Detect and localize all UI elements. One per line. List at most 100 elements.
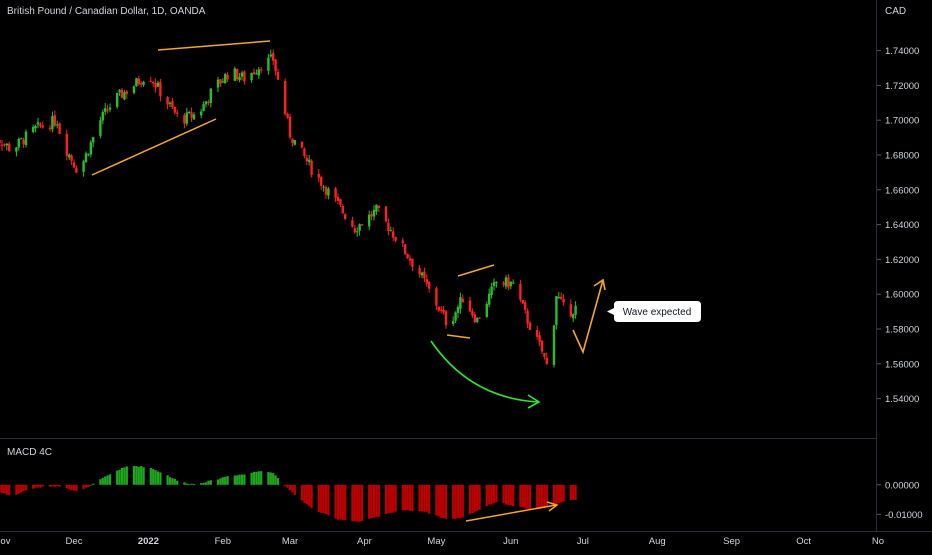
macd-bar — [339, 484, 342, 520]
macd-bar — [545, 484, 548, 508]
candle — [176, 109, 179, 117]
macd-bar — [368, 484, 371, 519]
time-tick-label: No — [872, 536, 884, 547]
macd-bar — [320, 484, 323, 513]
macd-bar — [358, 484, 361, 522]
candle — [250, 72, 253, 83]
candle — [267, 53, 270, 75]
candle — [173, 106, 176, 115]
candle — [411, 258, 414, 272]
candle — [512, 279, 515, 285]
curved-arrow[interactable] — [430, 340, 539, 403]
macd-bar — [408, 484, 412, 511]
candle — [99, 116, 102, 139]
candle — [334, 186, 337, 203]
price-axis[interactable]: CAD 1.74000 1.72000 1.70000 1.68000 1.66000 1… — [877, 6, 919, 405]
time-tick-label: May — [427, 536, 445, 547]
candle — [3, 143, 6, 147]
candle — [521, 299, 524, 305]
candle — [166, 96, 169, 110]
trendline-upper-2[interactable] — [457, 264, 495, 277]
macd-bar — [540, 484, 544, 509]
time-axis[interactable]: Nov Dec 2022 Feb Mar Apr May Jun Jul Aug Sep Oct No — [0, 536, 884, 547]
macd-axis[interactable]: 0.00000 -0.01000 — [877, 480, 923, 521]
candle — [56, 120, 59, 129]
macd-bar — [116, 470, 119, 485]
candle — [288, 113, 292, 140]
candle — [528, 320, 532, 331]
macd-bar — [423, 484, 426, 512]
candle — [368, 210, 371, 231]
macd-bar — [72, 484, 76, 491]
macd-bar — [236, 475, 239, 485]
time-tick-label: Jun — [503, 536, 518, 547]
macd-bar — [188, 483, 191, 485]
macd-bar — [233, 475, 236, 485]
candle — [476, 316, 479, 324]
macd-bar — [504, 484, 508, 505]
macd-bar — [456, 484, 460, 518]
macd-bar — [135, 466, 138, 485]
candle — [562, 294, 565, 306]
candle — [5, 142, 8, 151]
time-tick-label: Apr — [357, 536, 372, 547]
macd-bar — [478, 484, 481, 510]
macd-bar — [387, 484, 390, 514]
time-tick-label: Oct — [796, 536, 811, 547]
candle — [569, 299, 572, 318]
candle — [168, 101, 172, 107]
trendline-lower-1[interactable] — [91, 118, 217, 176]
macd-bar — [284, 484, 287, 487]
candle — [75, 165, 78, 173]
candle — [36, 117, 40, 129]
macd-bar — [468, 484, 472, 515]
candle — [485, 301, 488, 318]
price-tick-label: 1.74000 — [885, 46, 919, 57]
wave-projection-arrowhead — [593, 278, 606, 291]
candle — [538, 331, 541, 347]
macd-bar — [459, 484, 462, 519]
macd-bar — [572, 484, 575, 500]
candle — [70, 153, 73, 165]
candle — [72, 159, 76, 169]
macd-bar — [0, 484, 1, 492]
wave-projection-path[interactable] — [572, 279, 604, 355]
macd-bar — [437, 484, 440, 517]
macd-bar — [204, 482, 208, 485]
candle — [274, 58, 277, 76]
candle — [87, 153, 90, 157]
trendline-lower-2[interactable] — [446, 334, 471, 339]
candle — [524, 300, 527, 314]
macd-tick-label: 0.00000 — [885, 480, 919, 491]
candle — [425, 274, 428, 287]
macd-divergence-line[interactable] — [465, 504, 557, 522]
macd-bar — [305, 484, 308, 505]
candle — [34, 124, 37, 133]
macd-bar — [219, 478, 222, 485]
macd-bar — [536, 484, 539, 509]
candle — [468, 296, 472, 313]
candle — [255, 69, 258, 75]
candle — [260, 67, 263, 74]
macd-bar — [334, 484, 337, 519]
macd-bar — [560, 484, 563, 503]
macd-bar — [51, 484, 54, 487]
macd-bar — [99, 479, 102, 485]
macd-bar — [341, 484, 344, 521]
macd-bar — [512, 484, 515, 507]
candle — [437, 306, 440, 313]
candle — [372, 205, 376, 221]
candle — [135, 77, 138, 87]
candle — [495, 281, 498, 288]
candle — [142, 80, 145, 87]
macd-panel-label: MACD 4C — [7, 447, 52, 458]
macd-bar — [123, 467, 126, 485]
macd-bar — [226, 476, 229, 485]
trendline-upper-1[interactable] — [157, 40, 271, 51]
macd-bar — [428, 484, 431, 514]
callout-wave-expected[interactable]: Wave expected — [607, 301, 701, 322]
time-tick-label: Mar — [282, 536, 298, 547]
macd-bar — [274, 475, 277, 485]
